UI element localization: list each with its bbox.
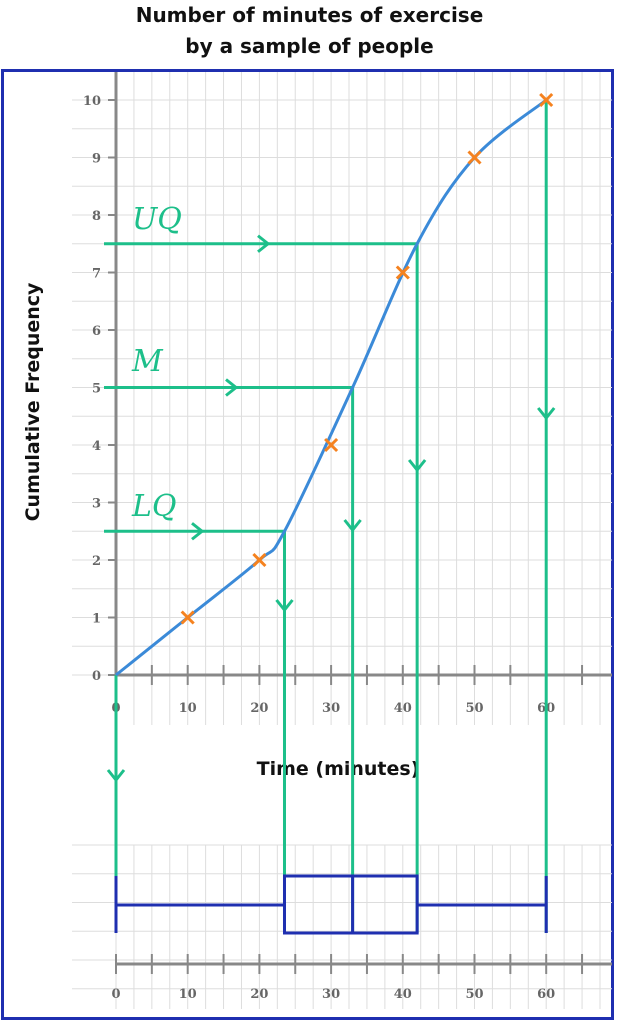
title-line-1: Number of minutes of exercise (135, 3, 484, 27)
boxplot-tick-label: 50 (465, 987, 483, 1002)
data-point (252, 552, 267, 568)
y-tick-label: 9 (92, 152, 101, 167)
arrow-right-icon (225, 378, 239, 397)
boxplot-tick-label: 60 (537, 987, 555, 1002)
y-tick-label: 10 (83, 94, 101, 109)
x-tick-label: 30 (322, 701, 340, 716)
data-point (539, 92, 554, 108)
data-point (324, 437, 339, 453)
arrow-down-icon (407, 459, 427, 473)
box (282, 874, 419, 935)
y-axis-title: Cumulative Frequency (22, 282, 44, 521)
x-tick-label: 20 (250, 701, 268, 716)
data-point-stroke (324, 437, 339, 453)
y-tick-label: 2 (92, 554, 101, 569)
y-tick-label: 6 (92, 324, 101, 339)
boxplot-tick-label: 10 (179, 987, 197, 1002)
y-tick-label: 8 (92, 209, 101, 224)
data-point-stroke (539, 92, 554, 108)
y-tick-label: 1 (92, 612, 101, 627)
label-uq: UQ (132, 202, 182, 237)
label-lq: LQ (131, 489, 177, 524)
arrow-down-icon (537, 407, 556, 421)
x-tick-label: 40 (394, 701, 412, 716)
grid (72, 72, 612, 1009)
boxplot-tick-label: 20 (250, 987, 268, 1002)
y-tick-label: 4 (92, 439, 101, 454)
data-point (395, 265, 410, 280)
x-tick-label: 50 (465, 701, 483, 716)
chart-title: Number of minutes of exercise by a sampl… (0, 0, 619, 66)
boxplot-tick-label: 0 (111, 987, 120, 1002)
arrow-down-icon (343, 519, 362, 533)
arrow-down-icon (106, 769, 126, 783)
label-m: M (131, 344, 164, 379)
cumulative-frequency-curve (115, 98, 548, 677)
chart-frame (1, 69, 614, 1020)
data-point (180, 610, 195, 625)
arrow-down-icon (275, 599, 294, 613)
data-point (467, 150, 482, 165)
boxplot-tick-label: 30 (322, 987, 340, 1002)
data-point-stroke (395, 265, 410, 280)
boxplot-tick-label: 40 (394, 987, 412, 1002)
arrow-right-icon (191, 522, 205, 541)
y-tick-label: 7 (92, 267, 101, 282)
y-tick-label: 5 (92, 382, 101, 397)
data-point-stroke (180, 610, 195, 625)
title-line-2: by a sample of people (185, 34, 434, 58)
arrow-right-icon (257, 234, 271, 253)
x-axis-title: Time (minutes) (257, 758, 420, 780)
data-point-stroke (252, 552, 267, 568)
y-tick-label: 3 (92, 497, 101, 512)
y-tick-label: 0 (92, 669, 101, 684)
data-point-stroke (467, 150, 482, 165)
x-tick-label: 10 (179, 701, 197, 716)
